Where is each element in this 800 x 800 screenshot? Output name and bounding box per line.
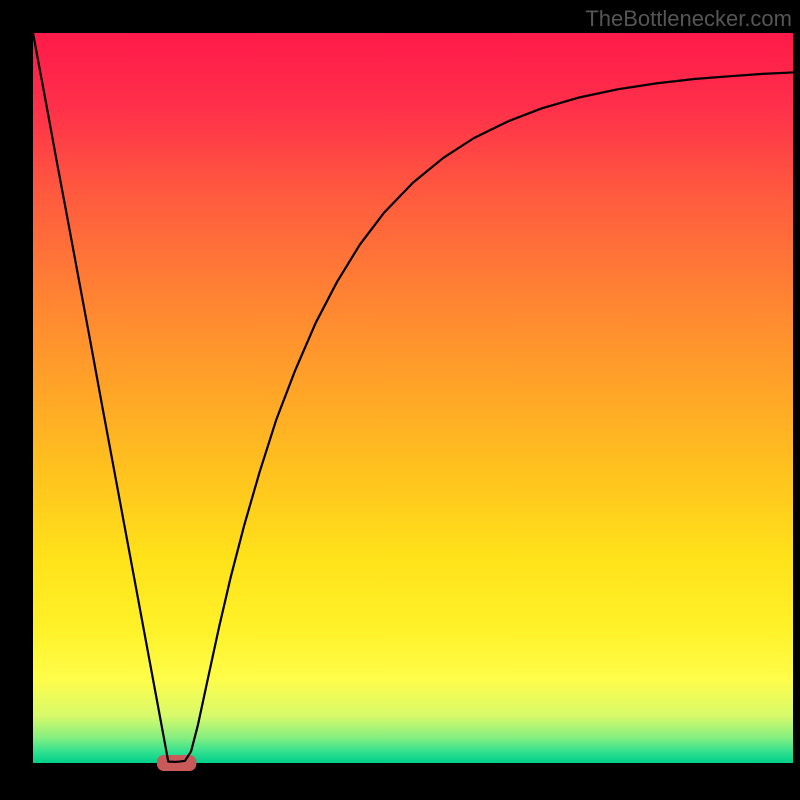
chart-svg	[0, 0, 800, 800]
bottleneck-chart: TheBottlenecker.com	[0, 0, 800, 800]
valley-marker	[157, 755, 197, 771]
watermark-text: TheBottlenecker.com	[585, 6, 792, 32]
plot-background	[33, 33, 793, 763]
